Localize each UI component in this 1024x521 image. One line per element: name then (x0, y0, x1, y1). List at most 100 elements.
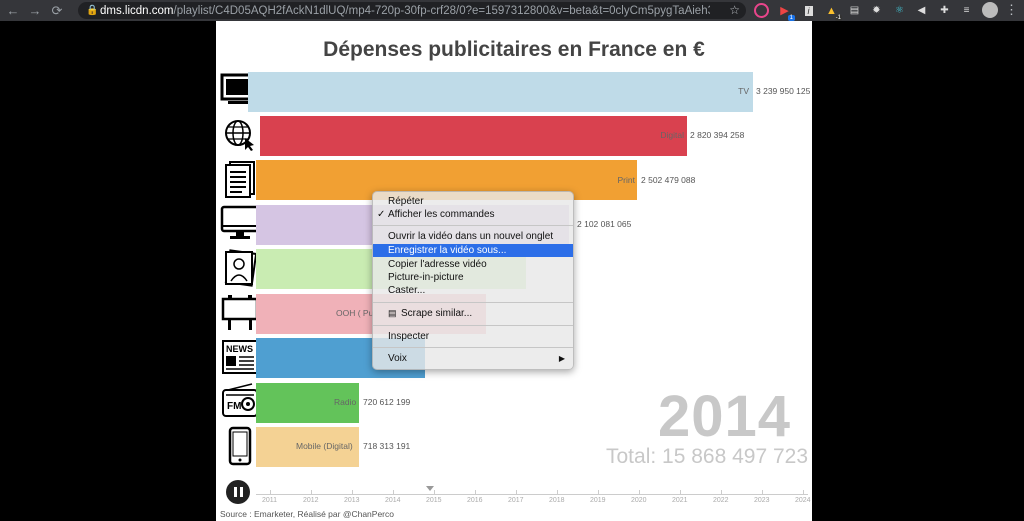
menu-separator (373, 302, 573, 303)
extension-list-icon[interactable]: ≡ (963, 5, 970, 16)
pause-button[interactable] (226, 480, 250, 504)
billboard-icon (220, 293, 260, 331)
timeline-tick-label: 2020 (631, 497, 647, 504)
menu-item-save-video[interactable]: Enregistrer la vidéo sous... (373, 244, 573, 257)
bar-radio (256, 383, 359, 423)
timeline-tick-label: 2014 (385, 497, 401, 504)
lock-icon: 🔒 (86, 5, 99, 16)
bar-label-digital: Digital (660, 130, 684, 140)
browser-toolbar: ← → ⟳ 🔒 dms.licdn.com/playlist/C4D05AQH2… (0, 0, 1024, 21)
url-host: dms.licdn.com (100, 4, 174, 17)
extension-italic-icon[interactable]: i (801, 3, 816, 18)
extension-doc-icon[interactable]: ▤ (849, 5, 860, 16)
timeline-tick-mark (352, 490, 353, 494)
back-icon[interactable]: ← (6, 3, 20, 18)
timeline-tick-mark (762, 490, 763, 494)
timeline-marker[interactable] (426, 486, 434, 491)
menu-item-open-new-tab[interactable]: Ouvrir la vidéo dans un nouvel onglet (373, 230, 573, 243)
bar-label-mobile: Mobile (Digital) (296, 441, 353, 451)
menu-item-label: Copier l'adresse vidéo (388, 259, 487, 270)
timeline-tick-label: 2012 (303, 497, 319, 504)
checkmark-icon: ✓ (377, 209, 386, 220)
timeline-tick-label: 2017 (508, 497, 524, 504)
pause-icon-bar-left (233, 487, 237, 497)
bar-tv (248, 72, 753, 112)
extension-sound-icon[interactable]: ◀ (917, 5, 926, 16)
url-text: dms.licdn.com/playlist/C4D05AQH2fAckN1dl… (100, 5, 710, 17)
bar-value-radio: 720 612 199 (363, 397, 411, 407)
bar-mobile (256, 427, 359, 467)
menu-item-pip[interactable]: Picture-in-picture (373, 271, 573, 284)
menu-item-inspect[interactable]: Inspecter (373, 330, 573, 343)
menu-item-cast[interactable]: Caster... (373, 284, 573, 297)
extensions-puzzle-icon[interactable]: ✚ (940, 5, 949, 16)
reload-icon[interactable]: ⟳ (51, 2, 63, 18)
timeline-tick-mark (721, 490, 722, 494)
menu-item-label: Afficher les commandes (388, 209, 495, 220)
menu-item-scrape-similar[interactable]: ▤ Scrape similar... (373, 307, 573, 320)
globe-cursor-icon (220, 116, 260, 154)
menu-item-label: Scrape similar... (401, 308, 473, 319)
timeline-tick-mark (639, 490, 640, 494)
bar-value-desktop: 2 102 081 065 (577, 219, 632, 229)
bar-label-tv: TV (738, 86, 749, 96)
timeline-tick-label: 2018 (549, 497, 565, 504)
total-label: Total: 15 868 497 723 (606, 445, 809, 468)
extension-circle-icon[interactable] (754, 3, 769, 18)
timeline-tick-label: 2019 (590, 497, 606, 504)
document-icon: ▤ (388, 308, 397, 318)
bar-value-mobile: 718 313 191 (363, 441, 411, 451)
extension-gear-icon[interactable]: ✹ (872, 5, 881, 16)
timeline-tick-mark (680, 490, 681, 494)
timeline-tick-mark (434, 490, 435, 494)
extension-react-icon[interactable]: ⚛ (895, 5, 904, 16)
extension-badge-count: 1 (787, 15, 795, 21)
menu-item-repeat[interactable]: Répéter (373, 195, 573, 208)
menu-item-label: Enregistrer la vidéo sous... (388, 245, 507, 256)
context-menu: Répéter ✓ Afficher les commandes Ouvrir l… (372, 191, 574, 370)
bar-label-ooh: OOH ( Pu (336, 308, 374, 318)
bar-value-tv: 3 239 950 125 (756, 86, 811, 96)
timeline-axis (256, 494, 808, 495)
timeline-tick-mark (803, 490, 804, 494)
menu-item-label: Picture-in-picture (388, 272, 464, 283)
timeline-tick-label: 2024 (795, 497, 811, 504)
menu-separator (373, 325, 573, 326)
menu-item-show-controls[interactable]: ✓ Afficher les commandes (373, 208, 573, 221)
extension-badge-icon[interactable]: ▶ 1 (780, 5, 795, 21)
extension-badge2-count: -1 (834, 15, 842, 21)
forward-icon[interactable]: → (28, 3, 42, 18)
browser-menu-icon[interactable]: ⋮ (1005, 2, 1018, 17)
menu-item-voice[interactable]: Voix ▶ (373, 352, 573, 365)
menu-item-label: Caster... (388, 285, 426, 296)
timeline-tick-mark (557, 490, 558, 494)
menu-item-label: Répéter (388, 196, 424, 207)
menu-item-label: Ouvrir la vidéo dans un nouvel onglet (388, 231, 554, 242)
bar-label-print: Print (617, 175, 635, 185)
timeline-tick-mark (598, 490, 599, 494)
timeline-tick-mark (270, 490, 271, 494)
bar-digital (260, 116, 687, 156)
newspaper-stack-icon (220, 160, 260, 198)
cinema-poster-icon (220, 249, 260, 287)
bar-value-print: 2 502 479 088 (641, 175, 696, 185)
address-bar[interactable]: 🔒 dms.licdn.com/playlist/C4D05AQH2fAckN1… (78, 2, 746, 19)
url-path: /playlist/C4D05AQH2fAckN1dlUQ/mp4-720p-3… (173, 4, 711, 17)
pause-icon-bar-right (239, 487, 243, 497)
timeline-tick-label: 2011 (262, 497, 278, 504)
svg-text:NEWS: NEWS (226, 344, 253, 354)
source-caption: Source : Emarketer, Réalisé par @ChanPer… (220, 509, 394, 519)
menu-item-label: Voix (388, 353, 407, 364)
timeline-tick-label: 2021 (672, 497, 688, 504)
svg-text:FM: FM (227, 401, 241, 412)
menu-item-copy-address[interactable]: Copier l'adresse vidéo (373, 258, 573, 271)
extension-drive-icon[interactable]: ▲ -1 (826, 4, 842, 21)
timeline-tick-label: 2016 (467, 497, 483, 504)
profile-avatar[interactable] (982, 2, 998, 18)
bar-label-radio: Radio (334, 397, 357, 407)
timeline-tick-label: 2023 (754, 497, 770, 504)
bookmark-star-icon[interactable]: ☆ (729, 3, 740, 17)
desktop-monitor-icon (220, 204, 260, 242)
menu-item-label: Inspecter (388, 331, 430, 342)
chart-title: Dépenses publicitaires en France en € (323, 38, 705, 61)
